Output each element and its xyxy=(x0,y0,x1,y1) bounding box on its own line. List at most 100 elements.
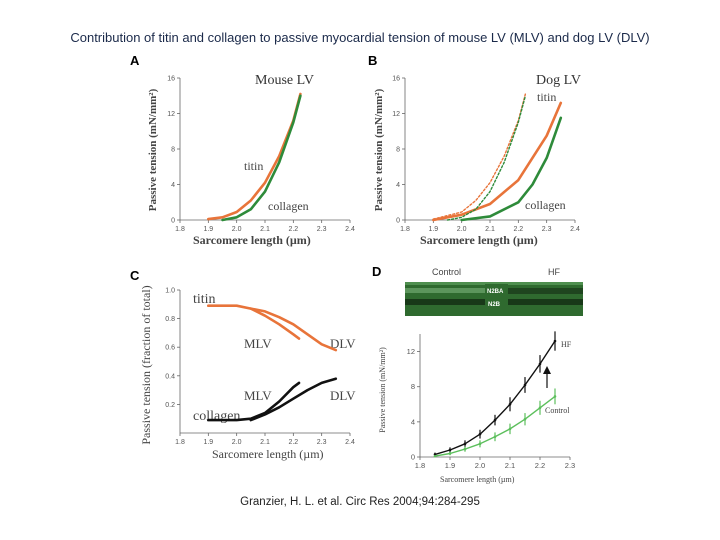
panel-d-data-point xyxy=(508,402,512,406)
panel-a-xtick-label: 2.1 xyxy=(260,226,270,233)
panel-a-ytick-label: 12 xyxy=(167,111,175,118)
gel-band-n2b-hf xyxy=(508,299,583,305)
gel-band-n2b-control xyxy=(405,299,485,305)
gel-control-label: Control xyxy=(432,267,461,277)
panel-d-xlabel: Sarcomere length (µm) xyxy=(440,475,515,484)
panel-c-xtick-label: 2.0 xyxy=(232,439,242,446)
panel-b-xtick-label: 2.0 xyxy=(457,226,467,233)
panel-letter-b: B xyxy=(368,53,377,68)
panel-c-xtick-label: 2.2 xyxy=(288,439,298,446)
gel-band-label-n2b: N2B xyxy=(488,302,501,308)
panel-a-xtick-label: 1.9 xyxy=(203,226,213,233)
panel-b-ytick-label: 8 xyxy=(396,147,400,154)
chart-layer: 1.8 1.9 2.0 2.1 2.2 2.3 2.4 0 4 8 12 16 1.8 1.9 2.0 2.1… xyxy=(165,76,580,471)
panel-b-xtick-label: 1.8 xyxy=(400,226,410,233)
panel-b-ytick-label: 12 xyxy=(392,111,400,118)
panel-a-ylabel: Passive tension (mN/mm²) xyxy=(147,88,159,211)
panel-d-xtick-label: 1.8 xyxy=(415,461,425,470)
panel-d-data-point xyxy=(448,452,452,455)
panel-d-shift-arrow-head xyxy=(543,366,551,374)
panel-a-ytick-label: 4 xyxy=(171,182,175,189)
panel-d-xtick-label: 2.1 xyxy=(505,461,515,470)
gel-band-label-n2ba: N2BA xyxy=(487,289,504,295)
panel-b-ylabel: Passive tension (mN/mm²) xyxy=(373,88,385,211)
panel-a-xlabel: Sarcomere length (µm) xyxy=(193,233,311,247)
panel-c-ylabel: Passive tension (fraction of total) xyxy=(139,285,153,444)
panel-c-xlabel: Sarcomere length (µm) xyxy=(212,447,324,461)
panel-b-ytick-label: 4 xyxy=(396,182,400,189)
panel-c-titin-mlv-label: MLV xyxy=(244,336,272,351)
panel-d-ytick-label: 4 xyxy=(411,417,415,426)
citation: Granzier, H. L. et al. Circ Res 2004;94:… xyxy=(240,496,480,508)
panel-a-ytick-label: 0 xyxy=(171,218,175,225)
panel-b-series-titin-mouse-dotted- xyxy=(432,93,527,220)
panel-a-xtick-label: 2.2 xyxy=(288,226,298,233)
panel-d-ylabel: Passive tension (mN/mm²) xyxy=(378,347,387,433)
panel-d-data-point xyxy=(478,442,482,446)
panel-d-ytick-label: 8 xyxy=(411,382,415,391)
panel-d-ytick-label: 12 xyxy=(407,347,415,356)
panel-d-data-point xyxy=(493,418,497,422)
panel-d-data-point xyxy=(448,448,452,452)
gel-separator xyxy=(485,284,508,314)
panel-d-data-point xyxy=(463,442,467,446)
panel-a-titin-label: titin xyxy=(244,159,263,173)
panel-a-collagen-label: collagen xyxy=(268,199,309,213)
panel-c-series-collagen-dlv xyxy=(249,377,338,422)
panel-b-collagen-label: collagen xyxy=(525,198,566,212)
panel-c-collagen-mlv-label: MLV xyxy=(244,388,272,403)
panel-a-ytick-label: 16 xyxy=(167,76,175,83)
panel-b-xtick-label: 2.3 xyxy=(542,226,552,233)
panel-a-ytick-label: 8 xyxy=(171,147,175,154)
panel-d-xtick-label: 2.2 xyxy=(535,461,545,470)
panel-b-title: Dog LV xyxy=(536,73,581,88)
panel-c-ytick-label: 0.6 xyxy=(165,345,175,352)
panel-d-data-point xyxy=(508,427,512,431)
panel-a-xtick-label: 2.0 xyxy=(232,226,242,233)
panel-d-data-point xyxy=(523,383,527,387)
panel-c-ytick-label: 0.8 xyxy=(165,316,175,323)
panel-d-data-point xyxy=(463,447,467,451)
panel-d-data-point xyxy=(553,395,557,398)
panel-b-series-collagen-mouse-dotted- xyxy=(446,95,527,221)
panel-c-xtick-label: 2.4 xyxy=(345,439,355,446)
panel-b-xlabel: Sarcomere length (µm) xyxy=(420,233,538,247)
panel-d-data-point xyxy=(553,339,557,343)
panel-c-ytick-label: 1.0 xyxy=(165,288,175,295)
gel-top-edge xyxy=(405,282,583,285)
panel-d-data-point xyxy=(478,432,482,436)
panel-b-series-collagen xyxy=(460,116,563,222)
panel-d-data-point xyxy=(538,406,542,410)
figure-title: Contribution of titin and collagen to pa… xyxy=(70,30,650,45)
panel-b-series-titin xyxy=(431,101,563,222)
panel-c-xtick-label: 2.1 xyxy=(260,439,270,446)
panel-letter-c: C xyxy=(130,268,140,283)
panel-c-titin-label: titin xyxy=(193,292,216,307)
panel-b-xtick-label: 2.1 xyxy=(485,226,495,233)
panel-a-xtick-label: 2.3 xyxy=(317,226,327,233)
panel-b-ytick-label: 0 xyxy=(396,218,400,225)
gel-hf-label: HF xyxy=(548,267,560,277)
panel-c-titin-dlv-label: DLV xyxy=(330,336,356,351)
panel-c-collagen-label: collagen xyxy=(193,409,240,424)
panel-d-hf-label: HF xyxy=(561,340,572,349)
panel-d-series-control xyxy=(434,395,556,457)
panel-c-xtick-label: 1.8 xyxy=(175,439,185,446)
panel-b-ytick-label: 16 xyxy=(392,76,400,83)
panel-d-ytick-label: 0 xyxy=(411,453,415,462)
panel-d-data-point xyxy=(523,417,527,421)
panel-b-xtick-label: 1.9 xyxy=(428,226,438,233)
panel-d-data-point xyxy=(538,362,542,366)
panel-b-xtick-label: 2.2 xyxy=(513,226,523,233)
panel-b-titin-label: titin xyxy=(537,90,556,104)
panel-c-ytick-label: 0.2 xyxy=(165,402,175,409)
panel-d-xtick-label: 1.9 xyxy=(445,461,455,470)
panel-d-data-point xyxy=(493,435,497,439)
panel-letter-d: D xyxy=(372,264,381,279)
panel-c-xtick-label: 2.3 xyxy=(317,439,327,446)
panel-c-xtick-label: 1.9 xyxy=(203,439,213,446)
panel-c-series-titin-mlv xyxy=(207,304,301,340)
gel-band-n2ba-hf xyxy=(508,288,583,294)
gel-band-n2ba-control xyxy=(405,288,485,293)
